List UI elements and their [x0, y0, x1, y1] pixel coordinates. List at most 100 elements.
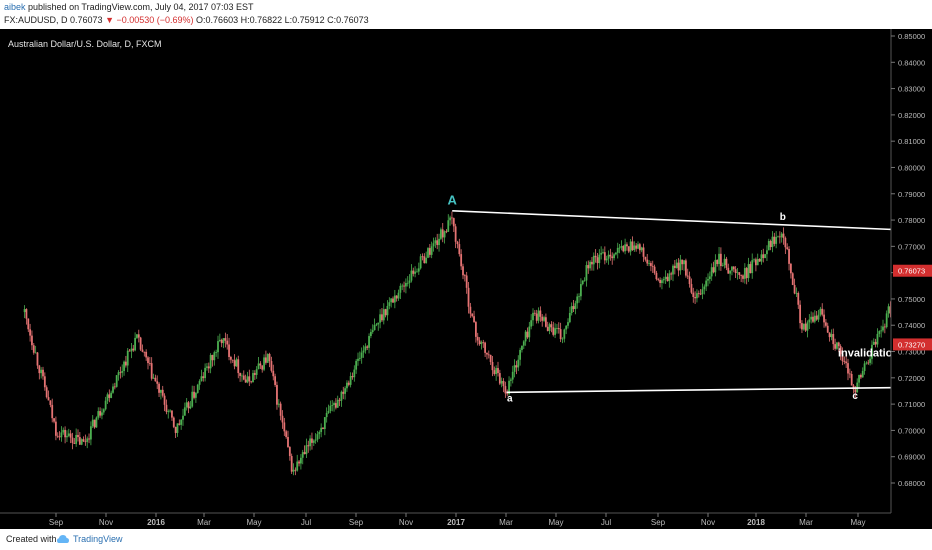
candle-body [56, 435, 59, 437]
candle-body [743, 268, 746, 279]
candle-body [97, 411, 100, 418]
candle-body [675, 262, 678, 269]
candle-body [839, 346, 842, 355]
candle-body [202, 376, 205, 379]
candle-body [802, 323, 805, 330]
candle-body [67, 433, 70, 436]
candle-body [268, 353, 271, 362]
wave-label: b [780, 212, 786, 223]
price-chart[interactable]: 50.00%(0.75203)61.80%(0.74750)78.60%(0.7… [0, 29, 932, 529]
candle-body [767, 240, 770, 251]
candle-body [541, 316, 544, 321]
candle-body [353, 369, 356, 378]
candle-body [532, 312, 534, 321]
candle-body [334, 403, 337, 408]
candle-body [627, 246, 630, 252]
candle-body [386, 305, 389, 316]
candle-body [423, 256, 426, 264]
price-change: ▼ −0.00530 (−0.69%) [105, 15, 194, 25]
candle-body [745, 268, 748, 279]
candle-body [305, 445, 308, 455]
candle-body [587, 265, 590, 269]
candle-body [579, 284, 582, 297]
candle-body [408, 280, 411, 283]
candle-body [224, 338, 227, 341]
time-tick-label: Nov [701, 518, 715, 527]
wave-label: A [448, 192, 458, 207]
candle-body [504, 386, 507, 394]
candle-body [629, 241, 632, 252]
author-link[interactable]: aibek [4, 2, 26, 12]
candle-body [533, 312, 536, 314]
candle-body [517, 359, 520, 368]
candle-body [445, 231, 448, 233]
candle-body [351, 376, 354, 378]
chart-panel[interactable]: 50.00%(0.75203)61.80%(0.74750)78.60%(0.7… [0, 29, 932, 529]
candle-body [471, 313, 474, 317]
candle-body [393, 295, 396, 303]
candle-body [126, 350, 129, 366]
candle-body [229, 357, 232, 360]
candle-body [659, 279, 662, 284]
candle-body [651, 265, 654, 267]
candle-body [452, 218, 455, 227]
candle-body [544, 317, 547, 327]
candle-body [150, 363, 153, 379]
candle-body [185, 402, 188, 408]
candle-body [261, 365, 264, 370]
candle-body [775, 236, 778, 244]
candle-body [136, 334, 138, 338]
candle-body [880, 330, 883, 332]
tradingview-cloud-icon [57, 535, 69, 543]
candle-body [355, 360, 358, 370]
candle-body [596, 257, 599, 264]
candle-body [567, 322, 569, 326]
candle-body [276, 384, 278, 405]
candle-body [279, 403, 282, 416]
candle-body [281, 415, 284, 423]
candle-body [837, 342, 840, 347]
candle-body [758, 258, 761, 262]
candle-body [285, 431, 288, 437]
price-tick-label: 0.71000 [898, 400, 925, 409]
candle-body [561, 338, 564, 340]
candle-body [521, 345, 523, 350]
candle-body [672, 265, 674, 275]
candle-body [703, 286, 706, 290]
candle-body [620, 246, 623, 248]
candle-body [312, 440, 315, 443]
footer: Created with TradingView [0, 529, 932, 550]
candle-body [719, 253, 722, 267]
candle-body [314, 439, 317, 441]
candle-body [631, 241, 634, 251]
candle-body [357, 358, 359, 361]
created-with-text: Created with [6, 534, 57, 544]
candle-body [264, 357, 267, 363]
candle-body [539, 310, 542, 317]
candle-body [158, 383, 160, 393]
candle-body [714, 259, 717, 273]
candle-body [43, 376, 46, 388]
candle-body [183, 407, 186, 416]
invalidation-price-label: 0.73270 [898, 340, 925, 349]
candle-body [817, 314, 820, 320]
candle-body [589, 261, 592, 269]
candle-body [509, 379, 512, 381]
candle-body [373, 325, 376, 331]
candle-body [773, 236, 776, 244]
candle-body [581, 280, 584, 285]
candle-body [379, 314, 382, 323]
candle-body [511, 371, 514, 380]
candle-body [257, 363, 260, 370]
candle-body [506, 393, 509, 395]
candle-body [500, 380, 503, 384]
tradingview-brand[interactable]: TradingView [73, 534, 123, 544]
candle-body [62, 429, 65, 433]
price-tick-label: 0.78000 [898, 216, 925, 225]
candle-body [754, 259, 757, 266]
candle-body [187, 402, 190, 409]
candle-body [320, 427, 323, 433]
candle-body [480, 342, 483, 345]
price-tick-label: 0.70000 [898, 426, 925, 435]
candle-body [670, 273, 673, 275]
